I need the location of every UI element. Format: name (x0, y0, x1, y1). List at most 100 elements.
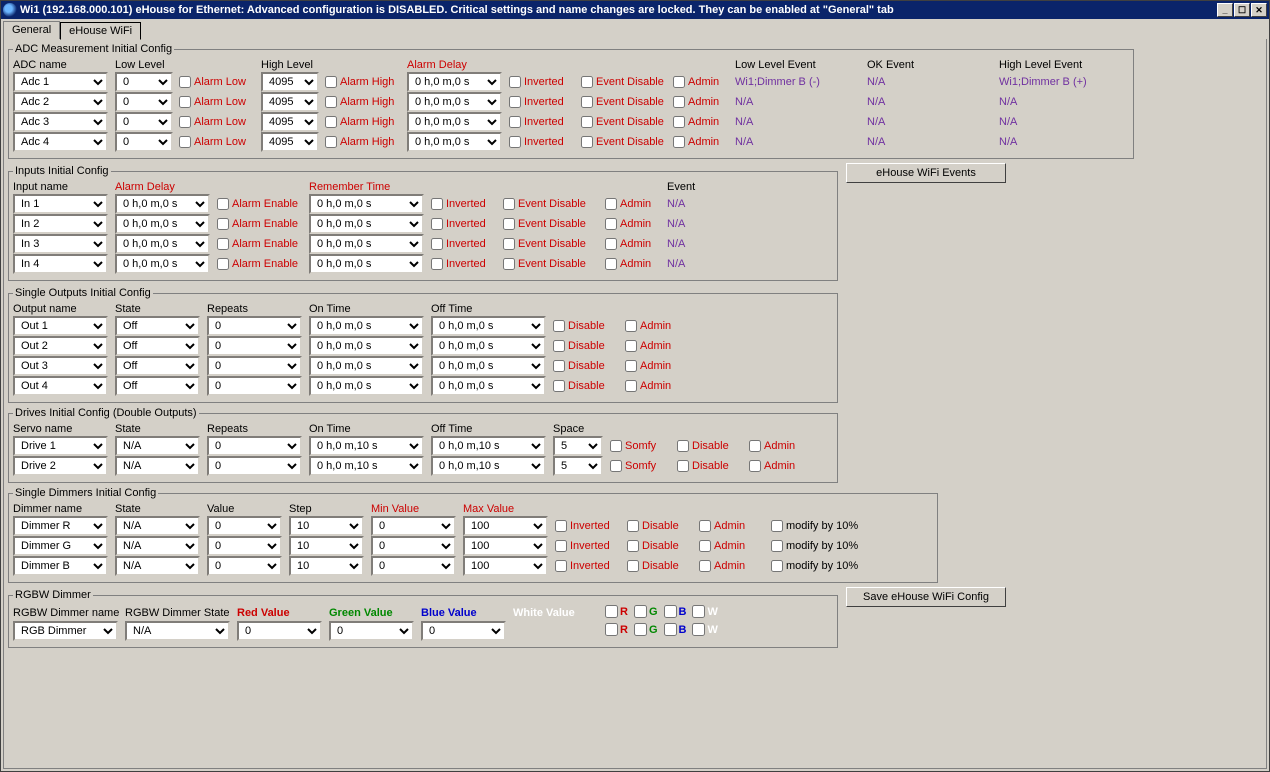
adc-evdis-0[interactable]: Event Disable (581, 76, 663, 88)
dim-state-0[interactable]: N/A (115, 516, 200, 536)
in-inverted-2[interactable]: Inverted (431, 238, 493, 250)
out-off-2[interactable]: 0 h,0 m,0 s (431, 356, 546, 376)
drv-space-1[interactable]: 5 (553, 456, 603, 476)
in-admin-0[interactable]: Admin (605, 198, 657, 210)
adc-high-1[interactable]: 4095 (261, 92, 319, 112)
adc-high-2[interactable]: 4095 (261, 112, 319, 132)
adc-alarm-high-0[interactable]: Alarm High (325, 76, 397, 88)
drv-name-0[interactable]: Drive 1 (13, 436, 108, 456)
adc-low-3[interactable]: 0 (115, 132, 173, 152)
dim-max-2[interactable]: 100 (463, 556, 548, 576)
in-alarm-en-1[interactable]: Alarm Enable (217, 218, 299, 230)
out-admin-3[interactable]: Admin (625, 380, 687, 392)
adc-delay-2[interactable]: 0 h,0 m,0 s (407, 112, 502, 132)
drv-off-1[interactable]: 0 h,0 m,10 s (431, 456, 546, 476)
out-disable-2[interactable]: Disable (553, 360, 615, 372)
out-off-0[interactable]: 0 h,0 m,0 s (431, 316, 546, 336)
dim-step-2[interactable]: 10 (289, 556, 364, 576)
dim-value-1[interactable]: 0 (207, 536, 282, 556)
adc-admin-1[interactable]: Admin (673, 96, 725, 108)
dim-name-2[interactable]: Dimmer B (13, 556, 108, 576)
adc-delay-3[interactable]: 0 h,0 m,0 s (407, 132, 502, 152)
drv-admin-0[interactable]: Admin (749, 440, 811, 452)
adc-name-0[interactable]: Adc 1 (13, 72, 108, 92)
out-admin-1[interactable]: Admin (625, 340, 687, 352)
out-state-2[interactable]: Off (115, 356, 200, 376)
adc-low-2[interactable]: 0 (115, 112, 173, 132)
rgbw-chk-bot-r[interactable]: R (605, 623, 628, 636)
in-evdis-2[interactable]: Event Disable (503, 238, 595, 250)
drv-off-0[interactable]: 0 h,0 m,10 s (431, 436, 546, 456)
rgbw-red-combo[interactable]: 0 (237, 621, 322, 641)
adc-evdis-3[interactable]: Event Disable (581, 136, 663, 148)
out-name-2[interactable]: Out 3 (13, 356, 108, 376)
dim-max-0[interactable]: 100 (463, 516, 548, 536)
rgbw-chk-bot-w[interactable]: W (692, 623, 717, 636)
in-name-0[interactable]: In 1 (13, 194, 108, 214)
adc-evdis-2[interactable]: Event Disable (581, 116, 663, 128)
dim-step-1[interactable]: 10 (289, 536, 364, 556)
adc-alarm-low-1[interactable]: Alarm Low (179, 96, 251, 108)
out-disable-3[interactable]: Disable (553, 380, 615, 392)
adc-inverted-0[interactable]: Inverted (509, 76, 571, 88)
dim-value-2[interactable]: 0 (207, 556, 282, 576)
in-name-2[interactable]: In 3 (13, 234, 108, 254)
drv-disable-1[interactable]: Disable (677, 460, 739, 472)
in-inverted-3[interactable]: Inverted (431, 258, 493, 270)
adc-alarm-high-2[interactable]: Alarm High (325, 116, 397, 128)
drv-name-1[interactable]: Drive 2 (13, 456, 108, 476)
out-state-1[interactable]: Off (115, 336, 200, 356)
drv-disable-0[interactable]: Disable (677, 440, 739, 452)
out-off-3[interactable]: 0 h,0 m,0 s (431, 376, 546, 396)
dim-modify-1[interactable]: modify by 10% (771, 540, 863, 552)
minimize-button[interactable]: _ (1217, 3, 1233, 17)
in-remember-2[interactable]: 0 h,0 m,0 s (309, 234, 424, 254)
in-alarm-en-0[interactable]: Alarm Enable (217, 198, 299, 210)
adc-inverted-2[interactable]: Inverted (509, 116, 571, 128)
close-button[interactable]: ✕ (1251, 3, 1267, 17)
rgbw-chk-top-b[interactable]: B (664, 605, 687, 618)
in-admin-3[interactable]: Admin (605, 258, 657, 270)
save-config-button[interactable]: Save eHouse WiFi Config (846, 587, 1006, 607)
drv-on-0[interactable]: 0 h,0 m,10 s (309, 436, 424, 456)
out-name-3[interactable]: Out 4 (13, 376, 108, 396)
drv-on-1[interactable]: 0 h,0 m,10 s (309, 456, 424, 476)
adc-alarm-low-0[interactable]: Alarm Low (179, 76, 251, 88)
adc-inverted-1[interactable]: Inverted (509, 96, 571, 108)
drv-admin-1[interactable]: Admin (749, 460, 811, 472)
drv-somfy-1[interactable]: Somfy (610, 460, 667, 472)
dim-state-1[interactable]: N/A (115, 536, 200, 556)
dim-min-1[interactable]: 0 (371, 536, 456, 556)
adc-delay-1[interactable]: 0 h,0 m,0 s (407, 92, 502, 112)
ehouse-wifi-events-button[interactable]: eHouse WiFi Events (846, 163, 1006, 183)
dim-modify-0[interactable]: modify by 10% (771, 520, 863, 532)
adc-delay-0[interactable]: 0 h,0 m,0 s (407, 72, 502, 92)
dim-step-0[interactable]: 10 (289, 516, 364, 536)
in-evdis-3[interactable]: Event Disable (503, 258, 595, 270)
rgbw-chk-bot-g[interactable]: G (634, 623, 658, 636)
out-repeats-2[interactable]: 0 (207, 356, 302, 376)
drv-state-1[interactable]: N/A (115, 456, 200, 476)
dim-modify-2[interactable]: modify by 10% (771, 560, 863, 572)
dim-min-2[interactable]: 0 (371, 556, 456, 576)
in-alarm-en-2[interactable]: Alarm Enable (217, 238, 299, 250)
drv-space-0[interactable]: 5 (553, 436, 603, 456)
in-alarm-en-3[interactable]: Alarm Enable (217, 258, 299, 270)
tab-general[interactable]: General (3, 21, 60, 39)
out-disable-0[interactable]: Disable (553, 320, 615, 332)
in-remember-1[interactable]: 0 h,0 m,0 s (309, 214, 424, 234)
out-on-1[interactable]: 0 h,0 m,0 s (309, 336, 424, 356)
in-admin-2[interactable]: Admin (605, 238, 657, 250)
adc-alarm-high-3[interactable]: Alarm High (325, 136, 397, 148)
out-admin-0[interactable]: Admin (625, 320, 687, 332)
out-repeats-0[interactable]: 0 (207, 316, 302, 336)
out-on-3[interactable]: 0 h,0 m,0 s (309, 376, 424, 396)
dim-max-1[interactable]: 100 (463, 536, 548, 556)
dim-admin-1[interactable]: Admin (699, 540, 761, 552)
rgbw-chk-bot-b[interactable]: B (664, 623, 687, 636)
dim-name-1[interactable]: Dimmer G (13, 536, 108, 556)
out-on-0[interactable]: 0 h,0 m,0 s (309, 316, 424, 336)
rgbw-chk-top-r[interactable]: R (605, 605, 628, 618)
in-delay-1[interactable]: 0 h,0 m,0 s (115, 214, 210, 234)
in-evdis-0[interactable]: Event Disable (503, 198, 595, 210)
